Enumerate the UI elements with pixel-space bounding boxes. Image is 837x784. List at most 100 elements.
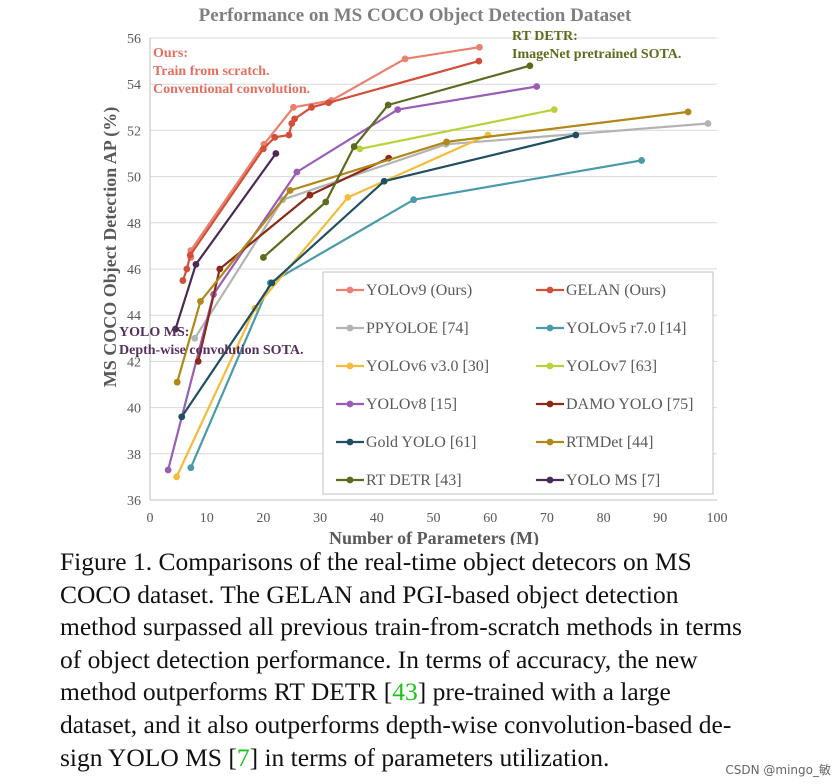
legend-item-damo-yolo-75: DAMO YOLO [75] xyxy=(536,396,693,413)
legend-label-yolo-ms-7: YOLO MS [7] xyxy=(566,472,660,489)
legend-swatch-marker-ppyoloe-74 xyxy=(346,324,354,332)
data-point-damo-yolo-75-1 xyxy=(216,265,224,273)
legend-item-yolo-ms-7: YOLO MS [7] xyxy=(536,472,660,489)
figure-caption: Figure 1. Comparisons of the real-time o… xyxy=(60,546,770,774)
x-axis-label: Number of Parameters (M) xyxy=(329,528,539,545)
citation-link-7[interactable]: 7 xyxy=(236,742,250,772)
data-point-yolov8-15-4 xyxy=(533,83,541,90)
annotation-ours-line-1: Ours: xyxy=(153,46,188,61)
y-tick-40: 40 xyxy=(127,402,141,417)
legend-label-yolov8-15: YOLOv8 [15] xyxy=(366,396,457,413)
legend-swatch-marker-yolo-ms-7 xyxy=(546,476,554,484)
data-point-gelan-ours-2 xyxy=(186,251,194,259)
annotation-rt-detr-line-2: ImageNet pretrained SOTA. xyxy=(512,47,681,62)
annotation-ours-line-2: Train from scratch. xyxy=(153,64,270,79)
y-axis-label: MS COCO Object Detection AP (%) xyxy=(100,107,121,387)
legend-label-ppyoloe-74: PPYOLOE [74] xyxy=(366,320,469,337)
data-point-gelan-ours-5 xyxy=(285,131,293,139)
legend-label-yolov7-63: YOLOv7 [63] xyxy=(566,358,657,375)
caption-line-5-a: method outperforms RT DETR [ xyxy=(60,677,393,707)
legend-label-rtmdet-44: RTMDet [44] xyxy=(566,434,653,451)
series-yolo-ms-7 xyxy=(172,150,280,333)
legend-swatch-marker-rtmdet-44 xyxy=(546,438,554,446)
citation-link-43[interactable]: 43 xyxy=(392,677,418,707)
legend-swatch-marker-damo-yolo-75 xyxy=(546,400,554,408)
legend-label-rt-detr-43: RT DETR [43] xyxy=(366,472,462,489)
x-tick-100: 100 xyxy=(707,511,728,526)
y-tick-38: 38 xyxy=(127,448,141,463)
legend-item-yolov5-r7-0-14: YOLOv5 r7.0 [14] xyxy=(536,320,686,337)
data-point-gold-yolo-61-2 xyxy=(380,177,388,185)
legend-label-yolov5-r7-0-14: YOLOv5 r7.0 [14] xyxy=(566,320,686,337)
data-point-rt-detr-43-3 xyxy=(384,101,392,109)
annotation-ours: Ours: Train from scratch. Conventional c… xyxy=(153,46,310,97)
legend-item-yolov6-v3-0-30: YOLOv6 v3.0 [30] xyxy=(336,358,489,375)
data-point-ppyoloe-74-0 xyxy=(191,334,199,342)
data-point-yolo-ms-7-1 xyxy=(192,260,200,268)
series-line-damo-yolo-75 xyxy=(197,157,390,362)
y-tick-48: 48 xyxy=(127,217,141,232)
data-point-rtmdet-44-4 xyxy=(684,108,692,116)
x-tick-70: 70 xyxy=(540,511,554,526)
x-tick-90: 90 xyxy=(653,511,667,526)
data-point-gold-yolo-61-1 xyxy=(268,279,276,287)
data-point-gelan-ours-9 xyxy=(325,99,333,107)
legend-item-yolov7-63: YOLOv7 [63] xyxy=(536,358,657,375)
legend-label-yolov9-ours: YOLOv9 (Ours) xyxy=(366,282,472,299)
legend-label-gelan-ours: GELAN (Ours) xyxy=(566,282,666,299)
data-point-yolov9-ours-3 xyxy=(290,103,297,111)
annotation-rt-detr: RT DETR: ImageNet pretrained SOTA. xyxy=(512,29,681,62)
legend-label-yolov6-v3-0-30: YOLOv6 v3.0 [30] xyxy=(366,358,489,375)
axes xyxy=(149,38,717,501)
annotation-yolo-ms: YOLO MS: Depth-wise convolution SOTA. xyxy=(119,325,303,358)
data-point-gelan-ours-0 xyxy=(179,277,187,284)
data-point-yolov6-v3-0-30-0 xyxy=(173,473,181,481)
x-tick-20: 20 xyxy=(256,511,270,526)
series-line-yolov6-v3-0-30 xyxy=(175,133,489,478)
legend-swatch-marker-yolov8-15 xyxy=(346,400,354,408)
watermark: CSDN @mingo_敏 xyxy=(725,763,831,777)
legend-item-ppyoloe-74: PPYOLOE [74] xyxy=(336,320,469,337)
legend-swatch-marker-yolov9-ours xyxy=(346,286,354,294)
y-tick-56: 56 xyxy=(127,32,141,47)
legend-item-yolov8-15: YOLOv8 [15] xyxy=(336,396,457,413)
data-point-yolov7-63-1 xyxy=(550,106,558,114)
data-point-yolov8-15-0 xyxy=(164,466,172,474)
data-point-yolov6-v3-0-30-2 xyxy=(344,193,352,201)
caption-line-2: COCO dataset. The GELAN and PGI-based ob… xyxy=(60,579,679,609)
legend-label-damo-yolo-75: DAMO YOLO [75] xyxy=(566,396,693,413)
series-gelan-ours xyxy=(179,57,483,284)
data-point-rt-detr-43-1 xyxy=(322,198,330,206)
series-yolov5-r7-0-14 xyxy=(187,157,645,472)
legend-item-gold-yolo-61: Gold YOLO [61] xyxy=(336,434,477,451)
legend-swatch-marker-yolov6-v3-0-30 xyxy=(346,362,354,370)
data-point-yolo-ms-7-0 xyxy=(172,325,179,333)
data-point-yolov5-r7-0-14-3 xyxy=(638,157,645,164)
series-line-yolov5-r7-0-14 xyxy=(189,159,642,469)
legend-swatch-marker-yolov5-r7-0-14 xyxy=(546,324,554,332)
data-point-gelan-ours-8 xyxy=(308,103,315,111)
data-point-rtmdet-44-0 xyxy=(173,378,181,386)
x-tick-labels: 0 10 20 30 40 50 60 70 80 90 100 xyxy=(147,511,728,526)
chart: Performance on MS COCO Object Detection … xyxy=(100,5,728,545)
chart-title: Performance on MS COCO Object Detection … xyxy=(199,5,632,26)
data-point-rtmdet-44-3 xyxy=(443,138,450,146)
y-tick-52: 52 xyxy=(127,124,141,139)
data-point-damo-yolo-75-0 xyxy=(194,358,202,365)
data-point-gelan-ours-3 xyxy=(260,145,267,153)
x-tick-40: 40 xyxy=(370,511,384,526)
x-tick-10: 10 xyxy=(200,511,214,526)
data-point-gelan-ours-7 xyxy=(291,115,298,123)
legend-swatch-marker-gold-yolo-61 xyxy=(346,438,354,446)
data-point-gold-yolo-61-3 xyxy=(572,131,580,139)
data-point-yolov9-ours-5 xyxy=(401,55,409,63)
caption-line-5: method outperforms RT DETR [43] pre-trai… xyxy=(60,676,770,709)
y-tick-46: 46 xyxy=(127,263,141,278)
data-point-gelan-ours-1 xyxy=(183,265,191,273)
caption-line-5-b: ] pre-trained with a large xyxy=(417,677,671,707)
caption-line-4: of object detection performance. In term… xyxy=(60,644,698,674)
data-point-yolov8-15-3 xyxy=(394,106,402,114)
data-point-gelan-ours-4 xyxy=(271,133,279,141)
data-point-gelan-ours-10 xyxy=(475,57,483,65)
data-point-ppyoloe-74-3 xyxy=(704,120,712,127)
